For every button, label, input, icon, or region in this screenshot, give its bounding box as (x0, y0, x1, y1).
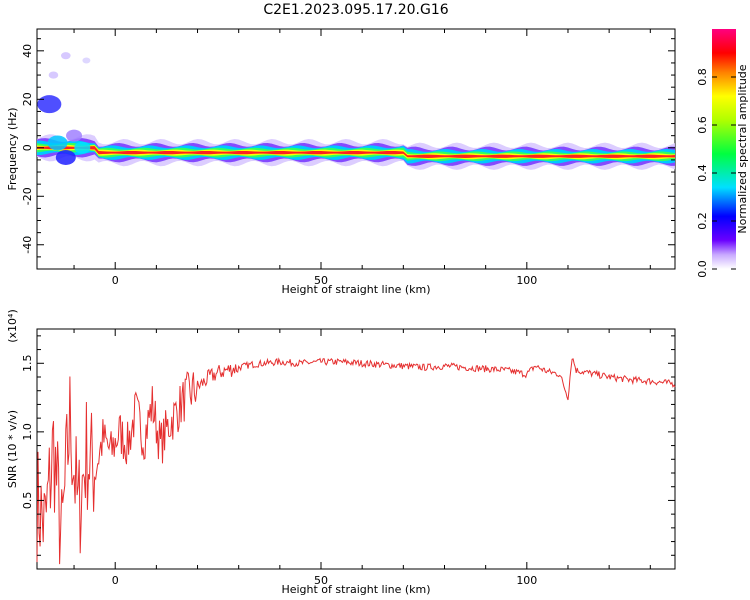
spectrogram-blob (66, 129, 83, 142)
spectrogram-x-axis-label: Height of straight line (km) (281, 283, 430, 296)
spectrogram-blob (74, 141, 91, 154)
spectrogram-ticks: 0 50 100 40 20 0 -20 -40 (21, 29, 675, 287)
snr-line (36, 357, 676, 565)
colorbar-gradient (712, 29, 736, 269)
colorbar: 0.0 0.2 0.4 0.6 0.8 Normalized spectral ampl… (696, 29, 749, 278)
spectrogram-blob (37, 95, 62, 114)
snr-y-axis-label: SNR (10 * v/v) (6, 410, 19, 488)
spectrogram-blob (55, 149, 76, 165)
y-tick-label: 0.5 (21, 492, 34, 510)
y-tick-label: 20 (21, 92, 34, 106)
colorbar-tick-label: 0.8 (696, 68, 709, 86)
spectrogram-heatmap (37, 52, 675, 170)
spectrogram-band (37, 146, 675, 158)
spectrogram-blob (48, 71, 59, 79)
colorbar-tick-label: 0.4 (696, 164, 709, 182)
x-tick-label: 50 (314, 274, 328, 287)
y-tick-label: -40 (21, 236, 34, 254)
x-tick-label: 50 (314, 574, 328, 587)
colorbar-tick-label: 0.6 (696, 116, 709, 134)
spectrogram-blob (82, 57, 91, 64)
x-tick-label: 0 (112, 574, 119, 587)
x-tick-label: 0 (112, 274, 119, 287)
snr-scale-note: (x10⁴) (6, 309, 19, 343)
spectrogram-panel: 0 50 100 40 20 0 -20 -40 Height of straight lin… (6, 28, 676, 296)
snr-x-axis-label: Height of straight line (km) (281, 583, 430, 596)
y-tick-label: 1.0 (21, 423, 34, 441)
spectrogram-y-axis-label: Frequency (Hz) (6, 108, 19, 191)
colorbar-label: Normalized spectral amplitude (736, 64, 749, 233)
colorbar-tick-label: 0.0 (696, 260, 709, 278)
x-tick-label: 100 (516, 274, 537, 287)
y-tick-label: 40 (21, 44, 34, 58)
spectrogram-blob (47, 135, 68, 151)
colorbar-tick-label: 0.2 (696, 212, 709, 230)
spectrogram-blob (61, 52, 71, 60)
colorbar-ticks: 0.0 0.2 0.4 0.6 0.8 (696, 68, 736, 278)
chart-title: C2E1.2023.095.17.20.G16 (263, 2, 448, 18)
y-tick-label: -20 (21, 187, 34, 205)
x-tick-label: 100 (516, 574, 537, 587)
y-tick-label: 0 (21, 144, 34, 151)
snr-series (36, 357, 676, 565)
snr-ticks: 0 50 100 1.5 1.0 0.5 (21, 329, 675, 587)
y-tick-label: 1.5 (21, 355, 34, 373)
snr-panel: 0 50 100 1.5 1.0 0.5 Height of straight line … (6, 309, 676, 596)
